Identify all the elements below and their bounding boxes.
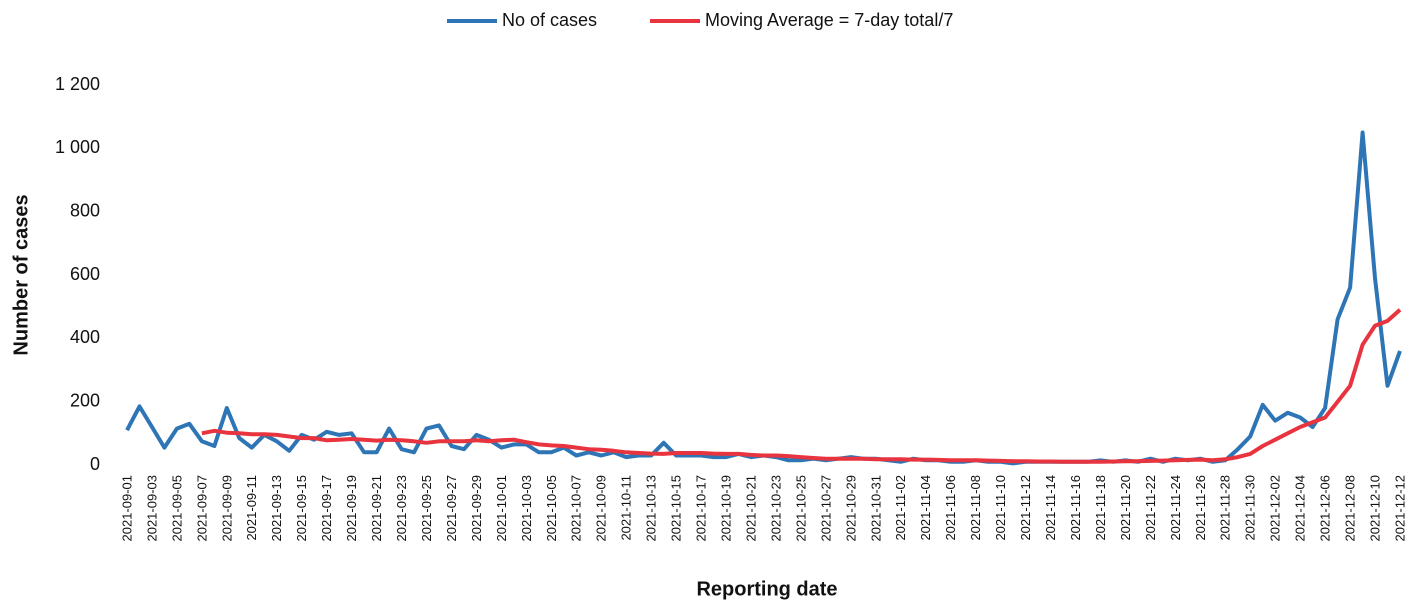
x-tick-label: 2021-09-21 [369, 475, 384, 542]
y-tick-label: 0 [90, 454, 100, 474]
x-tick-label: 2021-11-10 [993, 475, 1008, 541]
x-tick-label: 2021-11-26 [1193, 475, 1208, 541]
x-tick-label: 2021-09-23 [394, 475, 409, 542]
y-tick-label: 800 [70, 200, 100, 220]
x-tick-label: 2021-11-22 [1143, 475, 1158, 541]
x-tick-label: 2021-09-13 [269, 475, 284, 542]
x-tick-label: 2021-12-08 [1343, 475, 1358, 542]
x-tick-label: 2021-11-06 [943, 475, 958, 541]
x-tick-label: 2021-10-07 [569, 475, 584, 542]
y-tick-label: 1 200 [55, 74, 100, 94]
x-tick-label: 2021-12-10 [1367, 475, 1382, 542]
y-tick-label: 600 [70, 264, 100, 284]
x-tick-label: 2021-10-31 [868, 475, 883, 542]
legend-label: No of cases [502, 10, 597, 30]
x-tick-label: 2021-10-19 [718, 475, 733, 542]
x-tick-label: 2021-09-25 [419, 475, 434, 542]
x-tick-label: 2021-10-03 [519, 475, 534, 542]
x-tick-label: 2021-09-09 [219, 475, 234, 542]
x-tick-label: 2021-12-06 [1318, 475, 1333, 542]
x-tick-label: 2021-12-02 [1268, 475, 1283, 542]
x-tick-label: 2021-10-25 [793, 475, 808, 542]
x-tick-label: 2021-11-14 [1043, 475, 1058, 541]
x-tick-label: 2021-10-11 [619, 475, 634, 541]
x-tick-label: 2021-09-19 [344, 475, 359, 542]
x-tick-label: 2021-09-05 [169, 475, 184, 542]
legend-label: Moving Average = 7-day total/7 [705, 10, 953, 30]
x-tick-label: 2021-10-01 [494, 475, 509, 542]
x-tick-label: 2021-09-29 [469, 475, 484, 542]
x-tick-label: 2021-09-07 [194, 475, 209, 542]
x-tick-label: 2021-09-15 [294, 475, 309, 542]
x-tick-label: 2021-11-20 [1118, 475, 1133, 541]
x-axis-title: Reporting date [696, 578, 837, 600]
x-tick-label: 2021-11-24 [1168, 475, 1183, 541]
x-tick-label: 2021-10-05 [544, 475, 559, 542]
x-tick-label: 2021-10-21 [743, 475, 758, 542]
y-tick-label: 200 [70, 390, 100, 410]
x-tick-label: 2021-10-09 [594, 475, 609, 542]
y-axis-title: Number of cases [10, 194, 32, 355]
x-tick-label: 2021-10-17 [694, 475, 709, 542]
x-tick-label: 2021-11-02 [893, 475, 908, 541]
y-tick-label: 1 000 [55, 137, 100, 157]
x-tick-label: 2021-11-08 [968, 475, 983, 541]
x-tick-label: 2021-11-18 [1093, 475, 1108, 541]
x-tick-label: 2021-10-23 [768, 475, 783, 542]
y-tick-label: 400 [70, 327, 100, 347]
x-tick-label: 2021-11-12 [1018, 475, 1033, 541]
x-tick-label: 2021-09-27 [444, 475, 459, 541]
x-tick-label: 2021-09-17 [319, 475, 334, 542]
x-tick-label: 2021-11-28 [1218, 475, 1233, 541]
series-line [201, 308, 1402, 464]
x-tick-label: 2021-12-12 [1392, 475, 1407, 542]
x-tick-label: 2021-10-15 [669, 475, 684, 542]
x-tick-label: 2021-10-13 [644, 475, 659, 542]
x-tick-label: 2021-10-27 [818, 475, 833, 542]
x-tick-label: 2021-10-29 [843, 475, 858, 542]
x-tick-label: 2021-11-30 [1243, 475, 1258, 541]
x-tick-label: 2021-09-01 [119, 475, 134, 542]
x-tick-label: 2021-09-03 [144, 475, 159, 542]
x-tick-label: 2021-11-04 [918, 475, 933, 541]
x-tick-label: 2021-11-16 [1068, 475, 1083, 541]
series-line [125, 130, 1402, 466]
x-tick-label: 2021-09-11 [244, 475, 259, 541]
x-tick-label: 2021-12-04 [1293, 475, 1308, 542]
